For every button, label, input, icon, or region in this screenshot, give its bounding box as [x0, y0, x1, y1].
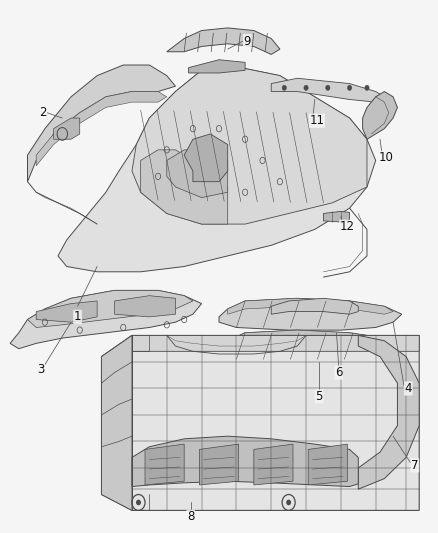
Polygon shape: [199, 444, 239, 485]
Polygon shape: [167, 150, 228, 198]
Polygon shape: [10, 290, 201, 349]
Text: 1: 1: [74, 310, 81, 324]
Polygon shape: [363, 92, 397, 139]
Polygon shape: [254, 444, 293, 485]
Polygon shape: [308, 444, 347, 485]
Polygon shape: [271, 78, 385, 102]
Text: 7: 7: [411, 459, 419, 472]
Circle shape: [287, 500, 290, 505]
Polygon shape: [219, 298, 402, 330]
Polygon shape: [219, 330, 402, 362]
Polygon shape: [188, 60, 245, 73]
Text: 10: 10: [379, 151, 394, 164]
Polygon shape: [28, 290, 193, 327]
Polygon shape: [102, 335, 419, 373]
Polygon shape: [115, 296, 176, 317]
Polygon shape: [53, 118, 80, 139]
Circle shape: [282, 85, 286, 91]
Polygon shape: [141, 150, 228, 224]
Text: 11: 11: [309, 114, 325, 127]
Polygon shape: [132, 65, 367, 224]
Circle shape: [304, 85, 308, 91]
Polygon shape: [102, 335, 419, 511]
Circle shape: [347, 85, 352, 91]
Text: 2: 2: [39, 106, 46, 119]
Text: 4: 4: [405, 382, 412, 395]
Polygon shape: [36, 92, 167, 166]
Polygon shape: [228, 330, 393, 346]
Polygon shape: [323, 212, 350, 222]
Text: 5: 5: [315, 390, 323, 403]
Text: 3: 3: [37, 364, 44, 376]
Polygon shape: [184, 134, 228, 182]
Text: 12: 12: [340, 220, 355, 233]
Polygon shape: [132, 436, 358, 487]
Polygon shape: [358, 335, 419, 489]
Polygon shape: [36, 301, 97, 322]
Text: 9: 9: [244, 35, 251, 47]
Circle shape: [137, 500, 140, 505]
Circle shape: [325, 85, 330, 91]
Polygon shape: [102, 335, 132, 511]
Text: 6: 6: [335, 366, 343, 379]
Polygon shape: [145, 444, 184, 485]
Polygon shape: [228, 298, 393, 314]
Polygon shape: [271, 298, 358, 314]
Polygon shape: [28, 65, 176, 182]
Text: 8: 8: [187, 510, 194, 523]
Polygon shape: [167, 28, 280, 54]
Circle shape: [365, 85, 369, 91]
Polygon shape: [58, 65, 376, 272]
